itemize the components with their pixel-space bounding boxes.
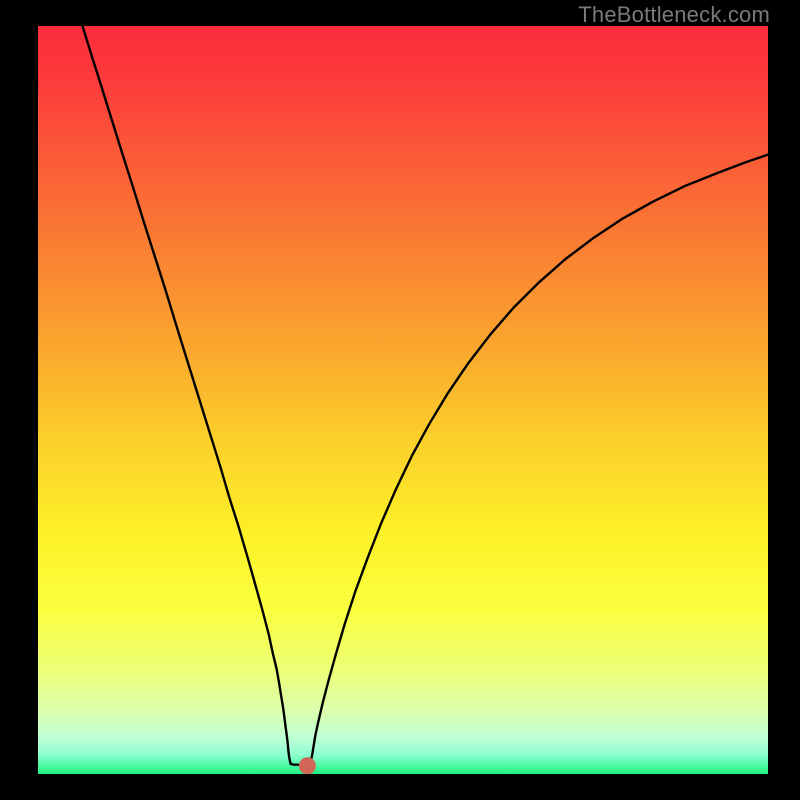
chart-svg [38, 26, 768, 774]
plot-area [38, 26, 768, 774]
optimum-marker [299, 757, 316, 774]
bottleneck-curve [83, 26, 768, 765]
watermark-text: TheBottleneck.com [578, 2, 770, 28]
